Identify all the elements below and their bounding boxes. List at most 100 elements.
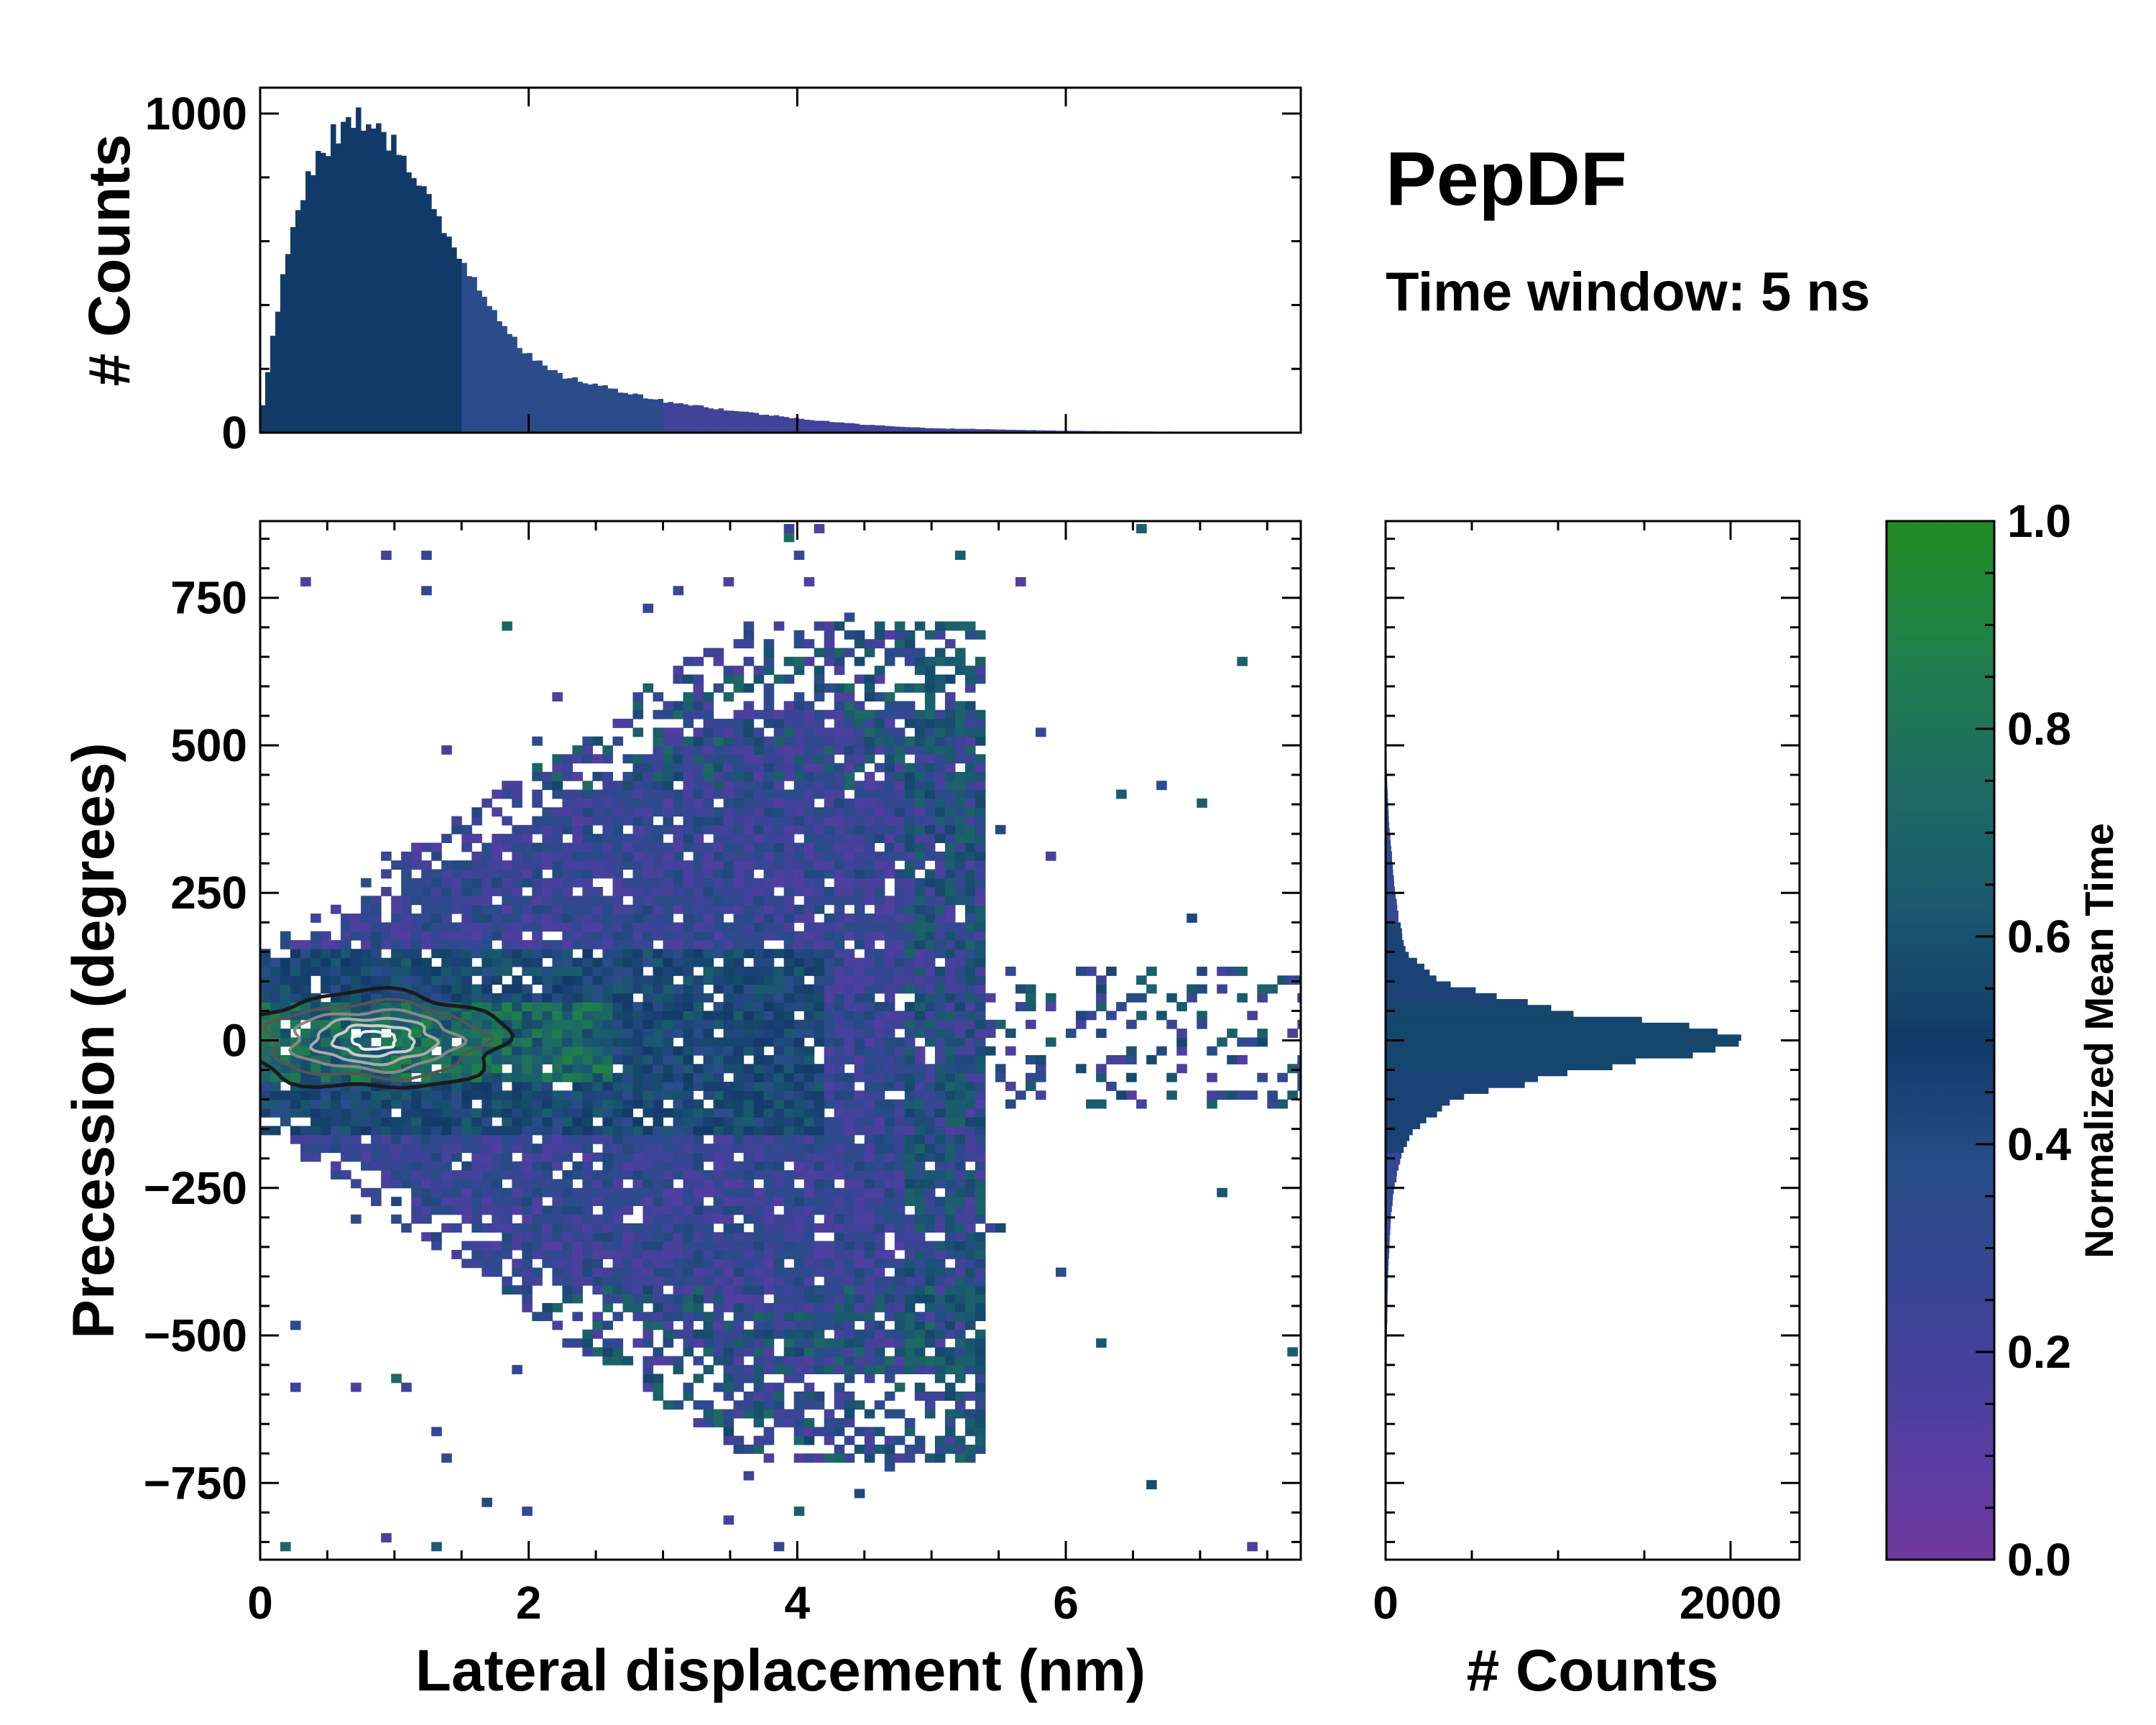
heatmap-cell [602,1241,613,1251]
heatmap-cell [703,1329,714,1339]
heatmap-cell [753,887,765,896]
heatmap-cell [854,1019,865,1029]
heatmap-cell [461,922,472,932]
heatmap-cell [884,1444,895,1454]
heatmap-cell [934,771,946,781]
heatmap-cell [975,887,986,896]
right-histogram-bar [1386,1200,1393,1206]
heatmap-cell [803,789,815,799]
top-histogram-bar [869,425,875,433]
heatmap-cell [944,1197,956,1206]
heatmap-cell [341,1108,351,1118]
heatmap-cell [582,949,593,959]
heatmap-cell [954,1064,966,1074]
heatmap-cell [1136,993,1147,1003]
heatmap-cell [280,1117,291,1127]
heatmap-cell [914,1250,926,1259]
heatmap-cell [653,1029,664,1038]
top-histogram-bar [1051,430,1056,433]
heatmap-cell [763,1365,775,1374]
heatmap-cell [683,1187,694,1197]
heatmap-cell [693,754,704,764]
heatmap-cell [663,1064,674,1074]
heatmap-cell [532,1152,543,1162]
heatmap-cell [944,887,956,896]
heatmap-cell [381,1170,392,1179]
heatmap-cell [592,1241,603,1251]
heatmap-cell [793,1294,805,1304]
heatmap-cell [612,1356,624,1366]
heatmap-cell [964,1029,976,1038]
heatmap-cell [894,639,906,649]
heatmap-cell [975,1108,986,1118]
heatmap-cell [954,966,966,976]
heatmap-cell [602,914,613,923]
heatmap-cell [632,1285,644,1295]
heatmap-cell [713,1090,724,1100]
heatmap-cell [824,1338,835,1348]
top-histogram-bar [668,402,673,433]
heatmap-cell [552,975,563,985]
heatmap-cell [884,1302,895,1312]
heatmap-cell [703,904,714,914]
heatmap-cell [793,869,805,879]
heatmap-cell [1076,966,1087,976]
heatmap-cell [814,887,825,896]
heatmap-cell [1136,975,1147,985]
heatmap-cell [532,904,543,914]
heatmap-cell [492,887,502,896]
heatmap-cell [793,551,805,560]
heatmap-cell [522,842,533,852]
heatmap-cell [924,1453,936,1463]
heatmap-cell [653,869,664,879]
heatmap-cell [894,851,906,861]
heatmap-cell [371,1161,382,1171]
heatmap-cell [733,1241,745,1251]
heatmap-cell [401,975,412,985]
heatmap-cell [280,984,291,994]
heatmap-cell [622,922,634,932]
heatmap-cell [592,1187,603,1197]
heatmap-cell [924,1338,936,1348]
heatmap-cell [482,1259,492,1269]
heatmap-cell [975,869,986,879]
heatmap-cell [552,904,563,914]
heatmap-cell [512,931,522,941]
heatmap-cell [703,771,714,781]
heatmap-cell [713,807,724,817]
heatmap-cell [471,887,482,896]
heatmap-cell [763,816,775,826]
heatmap-cell [532,1250,543,1259]
heatmap-cell [964,1002,976,1011]
heatmap-cell [964,975,976,985]
heatmap-cell [532,939,543,949]
heatmap-cell [471,1108,482,1118]
heatmap-cell [492,1152,502,1162]
heatmap-cell [803,1259,815,1269]
heatmap-cell [824,1082,835,1091]
heatmap-cell [713,1161,724,1171]
heatmap-cell [582,1099,593,1109]
heatmap-cell [522,1302,533,1312]
heatmap-cell [824,1090,835,1100]
heatmap-cell [763,1453,775,1463]
heatmap-cell [411,939,422,949]
heatmap-cell [975,1072,986,1082]
heatmap-cell [964,1302,976,1312]
heatmap-cell [512,1259,522,1269]
heatmap-cell [622,1011,634,1021]
heatmap-cell [653,1347,664,1357]
heatmap-cell [431,1427,442,1437]
heatmap-cell [733,931,745,941]
heatmap-cell [602,824,613,834]
heatmap-cell [673,1400,684,1410]
heatmap-cell [572,1117,583,1127]
heatmap-cell [814,1356,825,1366]
heatmap-cell [492,807,502,817]
heatmap-cell [351,1099,361,1109]
heatmap-cell [622,789,634,799]
heatmap-cell [331,1144,341,1154]
heatmap-cell [1176,1064,1187,1074]
top-histogram-bar [738,411,745,433]
heatmap-cell [341,949,351,959]
